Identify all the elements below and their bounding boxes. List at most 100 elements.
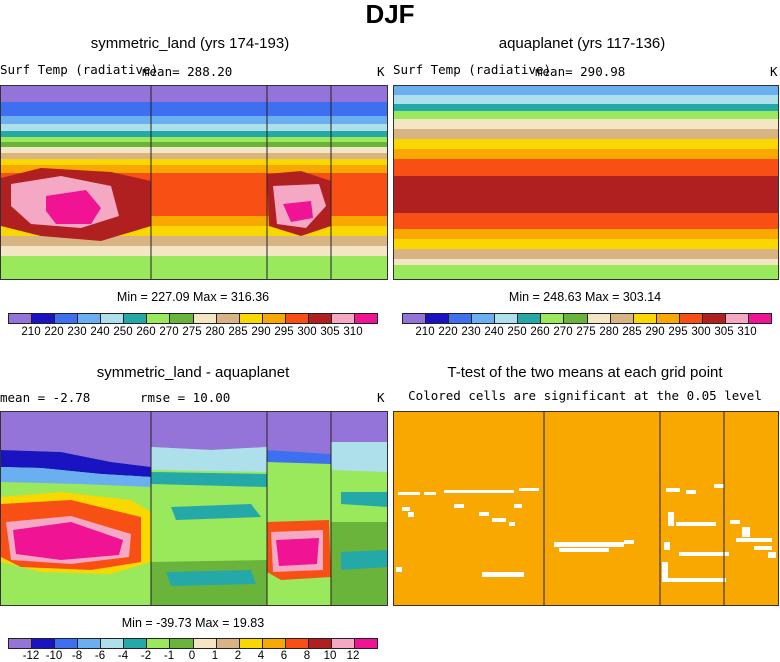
colorbar-tick-label: -2 xyxy=(140,650,152,662)
sym-land-hot-3 xyxy=(46,190,101,224)
sym-band xyxy=(1,246,387,256)
colorbar-tick-label: -8 xyxy=(71,650,83,662)
colorbar-tick-label: 210 xyxy=(21,326,41,338)
sym-band xyxy=(1,137,387,142)
colorbar-swatch xyxy=(193,639,217,648)
sym-band xyxy=(1,159,387,165)
aqua-band xyxy=(394,129,778,139)
diff-cold-1 xyxy=(1,412,151,467)
aqua-band xyxy=(394,259,778,265)
colorbar-swatch xyxy=(403,314,427,323)
colorbar-swatch xyxy=(124,639,148,648)
colorbar-swatch xyxy=(308,314,332,323)
colorbar-tick-label: 12 xyxy=(346,650,360,662)
colorbar-swatch xyxy=(101,639,125,648)
colorbar-swatch xyxy=(9,639,33,648)
aqua-band xyxy=(394,119,778,129)
colorbar-tick-label: 295 xyxy=(668,326,688,338)
colorbar-tick-label: 6 xyxy=(280,650,288,662)
panel-ttest-subtitle: Colored cells are significant at the 0.0… xyxy=(408,388,762,403)
colorbar-swatch xyxy=(518,314,542,323)
colorbar-swatch xyxy=(656,314,680,323)
colorbar-swatch xyxy=(495,314,519,323)
aqua-band xyxy=(394,86,778,95)
sym-band xyxy=(1,226,387,236)
diff-streak xyxy=(151,472,267,487)
panel-sym-variable-label: Surf Temp (radiative) xyxy=(0,62,159,77)
sym-band xyxy=(1,124,387,131)
colorbar-swatch xyxy=(308,639,332,648)
colorbar-tick-label: 240 xyxy=(90,326,110,338)
panel-aqua-variable-label: Surf Temp (radiative) xyxy=(393,62,552,77)
colorbar-tick-label: -1 xyxy=(163,650,175,662)
panel-sym-mean: mean= 288.20 xyxy=(142,64,233,79)
panel-aqua-minmax: Min = 248.63 Max = 303.14 xyxy=(508,290,662,304)
panel-diff-mean: mean = -2.78 xyxy=(0,390,91,405)
colorbar-tick-label: 220 xyxy=(438,326,458,338)
panel-diff-title: symmetric_land - aquaplanet xyxy=(96,364,290,381)
colorbar-swatch xyxy=(124,314,148,323)
colorbar-swatch xyxy=(354,639,377,648)
colorbar-swatch xyxy=(262,314,286,323)
colorbar-swatch xyxy=(702,314,726,323)
colorbar-swatch xyxy=(331,314,355,323)
colorbar-tick-label: 230 xyxy=(67,326,87,338)
sym-band xyxy=(1,216,387,226)
sym-land-hot-6 xyxy=(283,201,313,222)
colorbar-tick-label: 275 xyxy=(182,326,202,338)
colorbar-swatch xyxy=(78,314,102,323)
colorbar-swatch xyxy=(748,314,771,323)
panel-diff-minmax: Min = -39.73 Max = 19.83 xyxy=(121,616,265,630)
sym-band xyxy=(1,131,387,137)
colorbar-swatch xyxy=(216,314,240,323)
colorbar-tick-label: -12 xyxy=(22,650,40,662)
colorbar-tick-label: 295 xyxy=(274,326,294,338)
panel-diff-map xyxy=(0,411,388,606)
panel-diff-units: K xyxy=(377,390,385,405)
colorbar-swatch xyxy=(147,314,171,323)
colorbar-tick-pad xyxy=(8,326,20,338)
colorbar-tick-label: 300 xyxy=(691,326,711,338)
aqua-band xyxy=(394,249,778,259)
colorbar-tick-label: 250 xyxy=(507,326,527,338)
colorbar-tick-label: 8 xyxy=(303,650,311,662)
colorbar-swatch xyxy=(239,314,263,323)
colorbar-swatch xyxy=(216,639,240,648)
panel-aqua-map xyxy=(393,85,779,280)
colorbar-swatch xyxy=(78,639,102,648)
colorbar-tick-label: 275 xyxy=(576,326,596,338)
diff-cold-3 xyxy=(1,467,151,487)
colorbar-tick-label: 210 xyxy=(415,326,435,338)
colorbar-sym-ticks: 210 220 230 240 250 260 270 275 280 285 290 295 300 3… xyxy=(8,326,376,338)
colorbar-swatch xyxy=(32,314,56,323)
colorbar-tick-label: 10 xyxy=(323,650,337,662)
colorbar-aqua-ticks: 210 220 230 240 250 260 270 275 280 285 290 295 300 3… xyxy=(402,326,770,338)
aqua-band xyxy=(394,104,778,111)
colorbar-swatch xyxy=(55,639,79,648)
aqua-band xyxy=(394,111,778,119)
colorbar-tick-label: 230 xyxy=(461,326,481,338)
diff-cold-7 xyxy=(331,412,387,442)
diff-warm-7 xyxy=(276,538,319,566)
colorbar-tick-label: 280 xyxy=(205,326,225,338)
colorbar-swatch xyxy=(239,639,263,648)
diff-streak xyxy=(166,570,256,586)
panel-sym-minmax: Min = 227.09 Max = 316.36 xyxy=(116,290,270,304)
colorbar-tick-label: 220 xyxy=(44,326,64,338)
sym-band xyxy=(1,153,387,159)
ttest-nonsignificant-cells xyxy=(396,484,776,582)
colorbar-diff xyxy=(8,638,378,649)
colorbar-swatch xyxy=(9,314,33,323)
colorbar-swatch xyxy=(564,314,588,323)
colorbar-tick-label: -4 xyxy=(117,650,129,662)
diff-cold-5 xyxy=(267,450,331,464)
colorbar-swatch xyxy=(354,314,377,323)
colorbar-tick-pad xyxy=(8,650,20,662)
colorbar-tick-label: 250 xyxy=(113,326,133,338)
colorbar-tick-label: 285 xyxy=(622,326,642,338)
colorbar-tick-label: 4 xyxy=(257,650,265,662)
colorbar-swatch xyxy=(472,314,496,323)
colorbar-tick-label: 270 xyxy=(553,326,573,338)
panel-sym-units: K xyxy=(377,64,385,79)
colorbar-tick-label: 270 xyxy=(159,326,179,338)
